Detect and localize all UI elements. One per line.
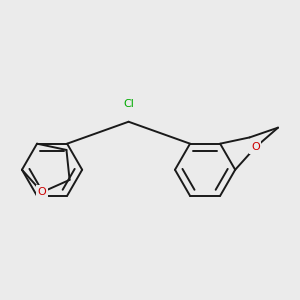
- Text: O: O: [38, 187, 46, 197]
- Text: Cl: Cl: [123, 99, 134, 109]
- Text: O: O: [251, 142, 260, 152]
